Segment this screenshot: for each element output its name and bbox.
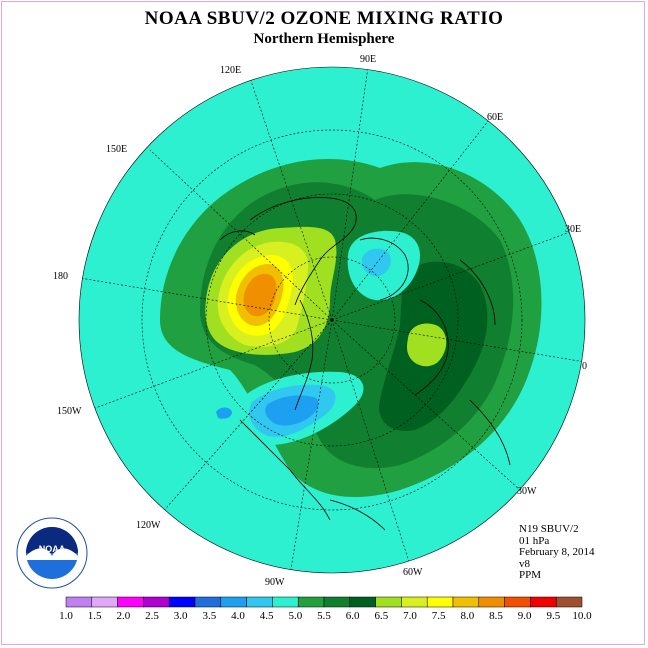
lon-label-150e: 150E (106, 144, 127, 155)
map-boundary (78, 66, 586, 574)
colorbar-tick-label: 2.5 (145, 610, 159, 622)
colorbar-tick-label: 8.0 (460, 610, 474, 622)
colorbar-swatch (220, 596, 247, 608)
graticule (79, 67, 585, 573)
colorbar (65, 596, 583, 608)
colorbar-swatch (530, 596, 557, 608)
small-blue-patch (216, 407, 232, 419)
colorbar-tick-label: 3.5 (202, 610, 216, 622)
date-label: February 8, 2014 (519, 546, 595, 558)
colorbar-tick-label: 4.5 (260, 610, 274, 622)
coastlines (219, 197, 511, 531)
lon-label-30e: 30E (565, 224, 581, 235)
lon-label-120e: 120E (220, 65, 241, 76)
version-label: v8 (519, 557, 530, 570)
pressure-level: 01 hPa (519, 534, 550, 547)
colorbar-swatch (297, 596, 325, 608)
colorbar-tick-label: 4.0 (231, 610, 245, 622)
map-title: NOAA SBUV/2 OZONE MIXING RATIO (144, 8, 504, 29)
colorbar-swatch (426, 596, 454, 608)
colorbar-swatch (246, 596, 273, 608)
lon-label-0: 0 (582, 361, 587, 372)
colorbar-swatch (375, 596, 402, 608)
colorbar-tick-label: 5.0 (288, 610, 302, 622)
colorbar-swatch (117, 596, 144, 608)
colorbar-tick-label: 8.5 (489, 610, 503, 622)
product-info: N19 SBUV/2 01 hPa February 8, 2014 v8 PP… (519, 523, 595, 582)
colorbar-tick-label: 7.5 (432, 610, 446, 622)
noaa-logo-text: NOAA (39, 544, 66, 554)
colorbar-swatch (452, 596, 480, 608)
lon-label-90e: 90E (360, 54, 376, 65)
lon-label-30w: 30W (517, 486, 537, 497)
colorbar-swatch (143, 596, 170, 608)
lon-label-60w: 60W (403, 567, 423, 578)
colorbar-tick-label: 3.0 (174, 610, 188, 622)
colorbar-swatch (555, 596, 583, 608)
lon-label-120w: 120W (136, 520, 161, 531)
contour-4-0-america (265, 395, 319, 426)
colorbar-tick-label: 9.5 (546, 610, 560, 622)
colorbar-tick-label: 5.5 (317, 610, 331, 622)
colorbar-tick-label: 1.0 (59, 610, 73, 622)
colorbar-tick-label: 6.0 (346, 610, 360, 622)
noaa-logo: NOAA (16, 517, 88, 589)
colorbar-swatch (349, 596, 376, 608)
colorbar-swatch (504, 596, 531, 608)
colorbar-swatch (323, 596, 351, 608)
colorbar-tick-label: 10.0 (572, 610, 592, 622)
satellite-label: N19 SBUV/2 (519, 523, 579, 535)
colorbar-tick-label: 6.5 (374, 610, 388, 622)
colorbar-swatch (272, 596, 299, 608)
colorbar-swatch (168, 596, 196, 608)
contour-8-5 (243, 273, 277, 317)
units-label: PPM (519, 569, 542, 581)
colorbar-swatch (194, 596, 222, 608)
colorbar-swatch (91, 596, 118, 608)
lon-label-90w: 90W (265, 577, 285, 588)
lon-label-180: 180 (53, 271, 68, 282)
colorbar-tick-label: 7.0 (403, 610, 417, 622)
colorbar-labels: 1.0 1.5 2.0 2.5 3.0 3.5 4.0 4.5 5.0 5.5 6.0 6.5 7.0 7… (59, 610, 592, 622)
colorbar-tick-label: 2.0 (116, 610, 130, 622)
lon-label-150w: 150W (57, 406, 82, 417)
colorbar-swatch (478, 596, 505, 608)
map-subtitle: Northern Hemisphere (253, 31, 395, 47)
colorbar-tick-label: 9.0 (518, 610, 532, 622)
colorbar-tick-label: 1.5 (88, 610, 102, 622)
lon-label-60e: 60E (487, 112, 503, 123)
colorbar-swatch (401, 596, 428, 608)
colorbar-swatch (65, 596, 93, 608)
